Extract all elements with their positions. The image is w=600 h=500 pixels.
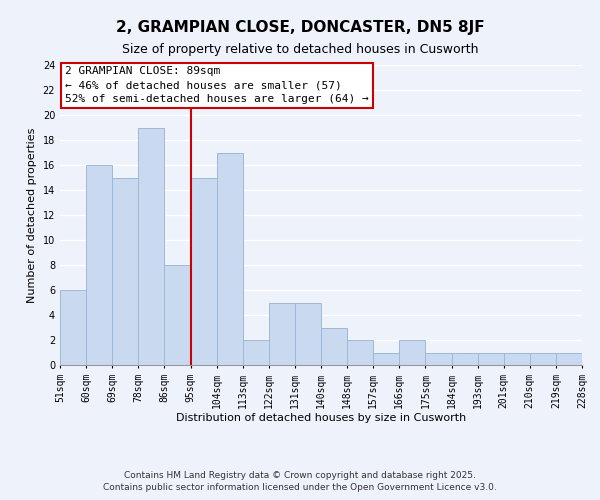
Y-axis label: Number of detached properties: Number of detached properties bbox=[27, 128, 37, 302]
Bar bbox=[112, 178, 139, 365]
Bar bbox=[556, 352, 582, 365]
Bar bbox=[295, 302, 321, 365]
Bar bbox=[400, 340, 425, 365]
Bar bbox=[478, 352, 504, 365]
Bar bbox=[425, 352, 452, 365]
Bar bbox=[164, 265, 191, 365]
Bar bbox=[530, 352, 556, 365]
Text: Contains HM Land Registry data © Crown copyright and database right 2025.
Contai: Contains HM Land Registry data © Crown c… bbox=[103, 471, 497, 492]
Bar bbox=[139, 128, 164, 365]
Bar bbox=[243, 340, 269, 365]
Bar bbox=[217, 152, 243, 365]
Bar bbox=[347, 340, 373, 365]
Bar bbox=[452, 352, 478, 365]
Text: 2 GRAMPIAN CLOSE: 89sqm
← 46% of detached houses are smaller (57)
52% of semi-de: 2 GRAMPIAN CLOSE: 89sqm ← 46% of detache… bbox=[65, 66, 369, 104]
Bar bbox=[60, 290, 86, 365]
Bar bbox=[373, 352, 400, 365]
Bar bbox=[191, 178, 217, 365]
Text: Size of property relative to detached houses in Cusworth: Size of property relative to detached ho… bbox=[122, 42, 478, 56]
X-axis label: Distribution of detached houses by size in Cusworth: Distribution of detached houses by size … bbox=[176, 414, 466, 424]
Bar bbox=[86, 165, 112, 365]
Bar bbox=[504, 352, 530, 365]
Text: 2, GRAMPIAN CLOSE, DONCASTER, DN5 8JF: 2, GRAMPIAN CLOSE, DONCASTER, DN5 8JF bbox=[116, 20, 484, 35]
Bar bbox=[269, 302, 295, 365]
Bar bbox=[321, 328, 347, 365]
